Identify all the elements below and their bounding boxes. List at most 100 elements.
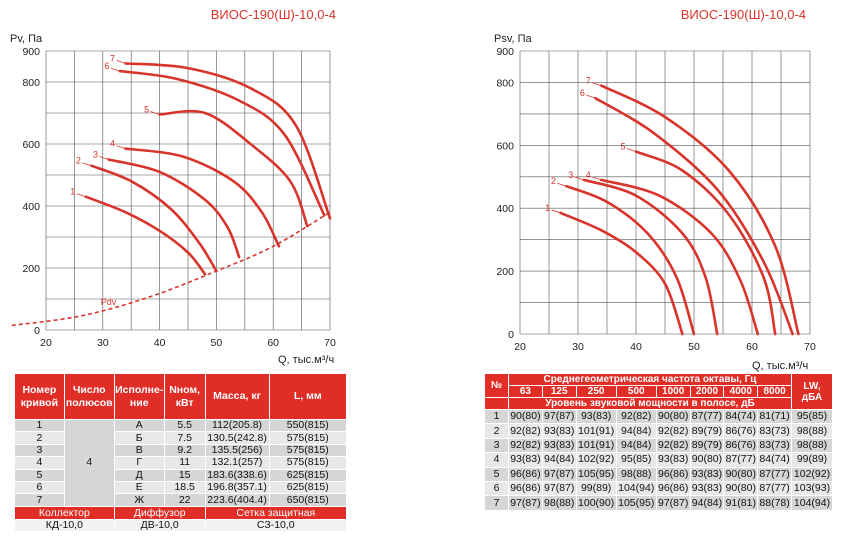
- table-cell: 3: [14, 443, 65, 458]
- table-cell: 132.1(257): [204, 456, 270, 470]
- x-tick-label: 30: [97, 337, 109, 349]
- curve-leader: [574, 176, 584, 181]
- curve-5: [158, 109, 309, 228]
- grid: [519, 50, 811, 335]
- fan-spec-table: Номер кривой Число полюсов Исполне-ние N…: [14, 373, 348, 533]
- table-cell: 15: [163, 468, 206, 482]
- freq-header: 1000: [655, 385, 691, 398]
- table-cell: 87(77): [723, 452, 759, 468]
- table-cell: 98(88): [791, 423, 833, 439]
- header-curve: Номер кривой: [14, 373, 65, 420]
- table-cell: 96(86): [508, 466, 543, 482]
- table-row: 2 92(82) 93(83) 101(91) 94(84) 92(82) 89(79) 86…: [484, 423, 833, 439]
- table-cell: 104(94): [615, 480, 657, 497]
- curve-label: 6: [104, 61, 109, 71]
- curve-leader: [82, 162, 92, 167]
- table-cell: Б: [113, 431, 165, 445]
- x-tick-label: 20: [40, 337, 52, 349]
- table-cell: 90(80): [689, 452, 725, 468]
- curve-leader: [586, 94, 596, 99]
- curve-3: [582, 178, 719, 336]
- table-cell: 105(95): [575, 466, 617, 482]
- x-tick-label: 60: [267, 337, 279, 349]
- header-frequency: Среднегеометрическая частота октавы, Гц: [508, 373, 792, 386]
- header-level: Уровень звуковой мощности в полосе, дБ: [508, 397, 792, 410]
- table-cell: 92(82): [508, 437, 543, 454]
- curve-6: [594, 96, 794, 336]
- tick-labels: 20 30 40 50 60 70 0 200 400 600 800 900: [22, 46, 336, 349]
- table-cell: 93(83): [655, 452, 691, 468]
- curve-4: [599, 178, 760, 336]
- y-axis-label: Pv, Па: [10, 33, 43, 45]
- x-tick-label: 40: [630, 341, 642, 353]
- curve-2: [90, 164, 218, 273]
- curves: 1 2 3 4 5 67 Pdv: [11, 53, 332, 327]
- table-cell: 97(87): [541, 480, 577, 497]
- diffuser-value: ДВ-10,0: [113, 518, 206, 533]
- table-cell: 81(71): [757, 408, 792, 425]
- table-cell: 90(80): [655, 408, 691, 425]
- freq-header: 63: [508, 385, 543, 398]
- table-cell: 86(76): [723, 437, 759, 454]
- freq-header: 4000: [723, 385, 759, 398]
- footer-diffuser: Диффузор: [113, 505, 206, 520]
- table-cell: 130.5(242.8): [204, 431, 270, 445]
- curve-1: [84, 195, 207, 276]
- table-cell: 5: [14, 468, 65, 482]
- table-row: 3 В 9.2 135.5(256) 575(815): [14, 443, 348, 458]
- footer-collector: Коллектор: [14, 505, 115, 520]
- table-cell: 98(88): [791, 437, 833, 454]
- table-cell: 94(84): [615, 423, 657, 439]
- curve-label: 3: [93, 150, 98, 160]
- table-cell: 101(91): [575, 423, 617, 439]
- table-cell: 5: [484, 466, 509, 482]
- curve-leader: [551, 209, 561, 214]
- table-cell: 4: [14, 456, 65, 470]
- table-cell: 112(205.8): [204, 418, 270, 433]
- curve-label: 3: [568, 170, 573, 180]
- chart-title: ВИОС-190(Ш)-10,0-4: [681, 7, 806, 22]
- table-cell: 93(83): [541, 437, 577, 454]
- table-row: 4 93(83) 94(84) 102(92) 95(85) 93(83) 90(80) 87…: [484, 452, 833, 468]
- table-cell: 93(83): [541, 423, 577, 439]
- table-cell: 5.5: [163, 418, 206, 433]
- x-axis-label: Q, тыс.м³/ч: [752, 360, 808, 372]
- curve-3: [107, 158, 241, 259]
- table-cell: 183.6(338.6): [204, 468, 270, 482]
- footer-grid: Сетка защитная: [204, 505, 348, 520]
- curve-leader: [110, 67, 120, 72]
- header-poles: Число полюсов: [63, 373, 115, 420]
- table-cell: 84(74): [757, 452, 792, 468]
- table-cell: 96(86): [655, 466, 691, 482]
- curve-label: 1: [545, 203, 550, 213]
- table-cell: 92(82): [655, 423, 691, 439]
- table-cell: 86(76): [723, 423, 759, 439]
- table-row: 7 97(87) 98(88) 100(90) 105(95) 97(87) 94(84) 9…: [484, 495, 833, 511]
- curve-label: 1: [70, 187, 75, 197]
- curve-label: 2: [76, 156, 81, 166]
- curve-leader: [99, 156, 109, 160]
- table-row: 1 4 А 5.5 112(205.8) 550(815): [14, 418, 348, 507]
- table-cell: 575(815): [268, 443, 348, 458]
- table-row: 3 92(82) 93(83) 101(91) 94(84) 92(82) 89(79) 86…: [484, 437, 833, 454]
- x-tick-label: 60: [746, 341, 758, 353]
- table-cell: 625(815): [268, 468, 348, 482]
- curve-label: 7: [586, 76, 591, 86]
- table-cell: 7.5: [163, 431, 206, 445]
- table-cell: 104(94): [791, 495, 833, 511]
- table-cell: 2: [484, 423, 509, 439]
- table-cell: Д: [113, 468, 165, 482]
- curve-7: [124, 62, 332, 220]
- curve-leader: [116, 145, 126, 150]
- table-cell: 4: [484, 452, 509, 468]
- table-cell: 94(84): [689, 495, 725, 511]
- table-cell: 98(88): [541, 495, 577, 511]
- table-cell: 102(92): [575, 452, 617, 468]
- table-cell: 98(88): [615, 466, 657, 482]
- x-tick-label: 70: [804, 341, 816, 353]
- table-cell: 87(77): [757, 466, 792, 482]
- y-tick-label: 0: [34, 325, 40, 337]
- y-tick-label: 800: [496, 77, 514, 89]
- table-cell: 99(89): [791, 452, 833, 468]
- curve-label: 6: [580, 88, 585, 98]
